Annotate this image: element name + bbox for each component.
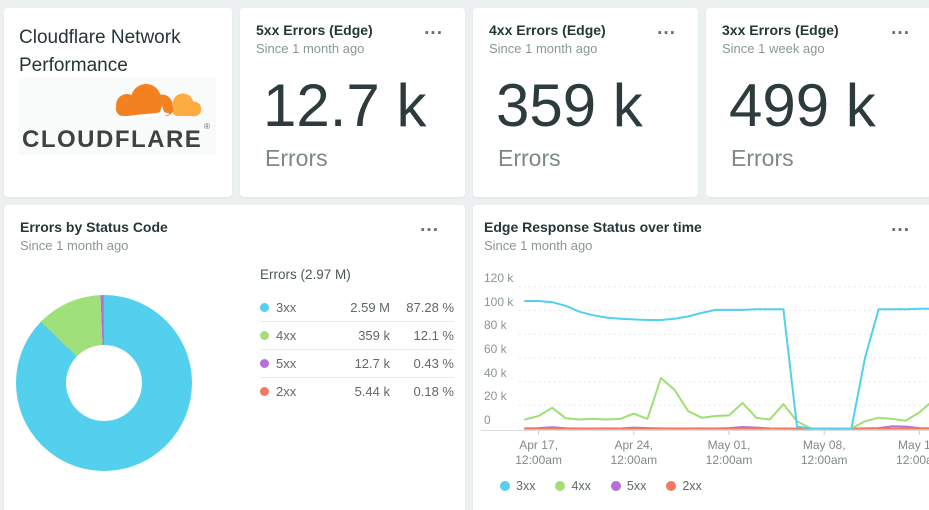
- metric-label: Errors: [265, 145, 328, 171]
- line-chart-svg[interactable]: [519, 268, 929, 443]
- metric-label: Errors: [731, 145, 794, 171]
- pie-legend-row-2xx[interactable]: 2xx 5.44 k 0.18 %: [260, 377, 454, 405]
- legend-item-3xx[interactable]: 3xx: [500, 479, 535, 493]
- legend-label: 3xx: [516, 479, 536, 493]
- legend-item-4xx[interactable]: 4xx: [555, 479, 591, 493]
- header-card: Cloudflare Network Performance CLOUDFLAR…: [4, 8, 232, 197]
- card-title: Edge Response Status over time: [484, 219, 702, 235]
- donut-hole: [66, 345, 142, 421]
- legend-swatch-icon: [610, 481, 621, 491]
- cloudflare-logo-image: CLOUDFLARE ®: [22, 84, 210, 153]
- legend-swatch-icon: [555, 481, 566, 491]
- y-axis-label: 60 k: [484, 341, 507, 356]
- card-time-range: Since 1 month ago: [256, 41, 365, 56]
- x-axis-label: Apr 17, 12:00am: [515, 438, 562, 467]
- legend-label: 4xx: [571, 479, 591, 493]
- series-percent: 12.1 %: [413, 328, 454, 343]
- chart-legend: 3xx 4xx 5xx 2xx: [500, 479, 702, 493]
- y-axis-label: 80 k: [484, 318, 507, 333]
- series-percent: 87.28 %: [406, 299, 454, 315]
- logo-wordmark: CLOUDFLARE: [22, 126, 202, 153]
- series-value: 2.59 M: [350, 299, 390, 315]
- pie-legend-row-3xx[interactable]: 3xx 2.59 M 87.28 %: [260, 293, 454, 321]
- series-color-dot-5xx: [260, 359, 269, 368]
- series-label: 5xx: [276, 356, 297, 371]
- metric-value: 12.7 k: [263, 72, 427, 139]
- card-time-range: Since 1 month ago: [484, 238, 593, 253]
- billboard-card-5xx: 5xx Errors (Edge) Since 1 month ago ... …: [240, 8, 465, 197]
- cloud-light-shape: [172, 93, 201, 117]
- card-time-range: Since 1 month ago: [20, 238, 129, 253]
- y-axis-label: 0: [484, 413, 491, 427]
- series-percent: 0.43 %: [413, 356, 454, 371]
- card-time-range: Since 1 month ago: [489, 41, 598, 56]
- donut-chart[interactable]: [16, 295, 192, 471]
- series-line-4xx: [524, 377, 929, 430]
- legend-item-5xx[interactable]: 5xx: [610, 479, 647, 493]
- card-time-range: Since 1 week ago: [722, 41, 825, 56]
- registered-mark: ®: [204, 122, 210, 131]
- cloud-swoosh: [113, 113, 167, 120]
- legend-swatch-icon: [500, 481, 510, 491]
- kebab-menu-icon[interactable]: ...: [424, 18, 443, 39]
- series-color-dot-3xx: [260, 302, 269, 312]
- pie-legend-row-5xx[interactable]: 5xx 12.7 k 0.43 %: [260, 349, 454, 377]
- edge-response-status-card: Edge Response Status over time Since 1 m…: [473, 205, 929, 510]
- pie-legend-row-4xx[interactable]: 4xx 359 k 12.1 %: [260, 321, 454, 349]
- kebab-menu-icon[interactable]: ...: [891, 215, 910, 236]
- metric-value: 499 k: [729, 72, 876, 139]
- kebab-menu-icon[interactable]: ...: [891, 18, 910, 39]
- x-axis-label: May 08, 12:00am: [800, 438, 848, 467]
- card-title: 5xx Errors (Edge): [256, 22, 373, 38]
- legend-swatch-icon: [666, 481, 677, 491]
- legend-item-2xx[interactable]: 2xx: [666, 479, 702, 493]
- errors-by-status-card: Errors by Status Code Since 1 month ago …: [4, 205, 465, 510]
- cloud-icon: [116, 84, 173, 116]
- pie-legend-table: Errors (2.97 M) 3xx 2.59 M 87.28 % 4xx 3…: [260, 267, 454, 405]
- y-axis-label: 20 k: [484, 389, 507, 404]
- y-axis-label: 40 k: [484, 365, 507, 380]
- series-value: 359 k: [358, 328, 390, 343]
- kebab-menu-icon[interactable]: ...: [657, 18, 676, 39]
- page-title: Cloudflare Network Performance: [19, 27, 181, 76]
- y-axis-label: 120 k: [484, 270, 514, 285]
- cloudflare-logo: CLOUDFLARE ®: [18, 78, 216, 155]
- pie-table-header: Errors (2.97 M): [260, 267, 351, 282]
- series-value: 5.44 k: [354, 384, 390, 399]
- series-label: 3xx: [276, 299, 297, 315]
- metric-value: 359 k: [496, 72, 643, 139]
- series-value: 12.7 k: [354, 356, 390, 371]
- metric-label: Errors: [498, 145, 561, 171]
- sparkle-icon: [153, 105, 171, 123]
- series-color-dot-4xx: [260, 331, 269, 340]
- series-label: 2xx: [276, 384, 297, 399]
- legend-label: 5xx: [626, 479, 647, 493]
- x-axis-label: Apr 24, 12:00am: [610, 438, 658, 467]
- series-percent: 0.18 %: [413, 384, 454, 399]
- card-title: 3xx Errors (Edge): [722, 22, 839, 38]
- series-label: 4xx: [276, 328, 297, 343]
- x-axis-label: May 15,12:00am: [896, 438, 929, 467]
- card-title: 4xx Errors (Edge): [489, 22, 606, 38]
- series-line-3xx: [524, 300, 929, 430]
- series-color-dot-2xx: [260, 387, 269, 396]
- y-axis-label: 100 k: [484, 294, 514, 309]
- card-title: Errors by Status Code: [20, 219, 168, 235]
- x-axis-line: [481, 430, 929, 431]
- legend-label: 2xx: [682, 479, 702, 493]
- billboard-card-4xx: 4xx Errors (Edge) Since 1 month ago ... …: [473, 8, 698, 197]
- x-axis-label: May 01, 12:00am: [705, 438, 753, 467]
- kebab-menu-icon[interactable]: ...: [420, 215, 439, 236]
- billboard-card-3xx: 3xx Errors (Edge) Since 1 week ago ... 4…: [706, 8, 929, 197]
